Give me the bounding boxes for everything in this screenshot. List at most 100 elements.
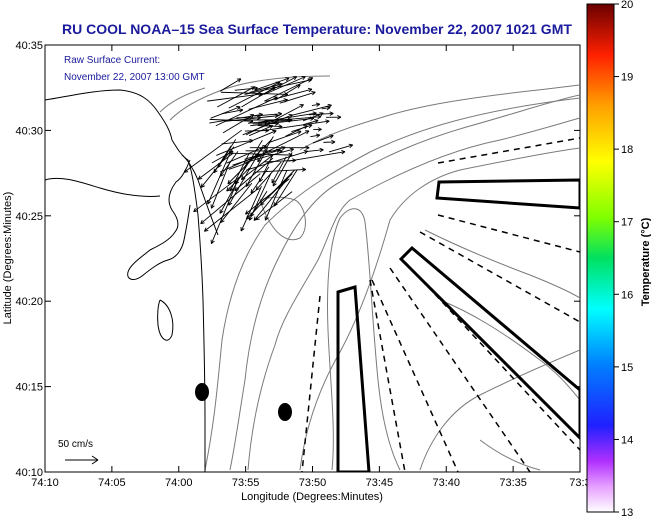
current-vector-head bbox=[211, 240, 215, 245]
current-vector-head bbox=[219, 172, 222, 177]
current-vector-head bbox=[197, 175, 201, 180]
colorbar bbox=[586, 3, 615, 513]
current-vector bbox=[197, 152, 234, 180]
current-vector-head bbox=[240, 228, 245, 232]
current-vector-head bbox=[283, 93, 288, 97]
current-vector-head bbox=[302, 169, 306, 172]
current-vector-head bbox=[219, 210, 224, 214]
current-vector bbox=[244, 79, 312, 95]
current-vector-head bbox=[326, 107, 331, 111]
colorbar-label: Temperature (°C) bbox=[640, 217, 651, 306]
current-vector-head bbox=[207, 201, 212, 205]
current-vector-head bbox=[285, 77, 290, 79]
current-vector bbox=[234, 157, 274, 191]
current-vector-head bbox=[310, 77, 314, 82]
current-vector-head bbox=[200, 219, 203, 224]
current-vector bbox=[220, 91, 288, 95]
current-vector-head bbox=[305, 147, 310, 150]
current-vector-head bbox=[234, 189, 239, 192]
current-vector-head bbox=[257, 159, 262, 163]
current-vector-head bbox=[311, 91, 316, 93]
current-vector bbox=[250, 117, 314, 127]
current-vector-head bbox=[277, 111, 282, 115]
current-vector-head bbox=[316, 134, 321, 138]
x-tick-label: 73:45 bbox=[366, 477, 394, 489]
colorbar-tick-label: 13 bbox=[621, 507, 633, 518]
current-vector-head bbox=[183, 168, 187, 173]
chart-title: RU COOL NOAA–15 Sea Surface Temperature:… bbox=[62, 21, 572, 37]
surface-current-vectors bbox=[183, 75, 354, 245]
current-vector bbox=[328, 144, 353, 153]
current-vector-head bbox=[308, 124, 313, 129]
y-axis-ticks: 40:35 40:30 40:25 40:20 40:15 40:10 bbox=[15, 40, 580, 479]
current-vector bbox=[211, 150, 234, 164]
current-vector bbox=[240, 185, 262, 232]
current-vector-head bbox=[200, 183, 203, 188]
current-vector-head bbox=[274, 123, 279, 126]
current-vector bbox=[217, 139, 237, 168]
current-vector bbox=[305, 149, 324, 153]
current-vector-head bbox=[238, 108, 243, 111]
current-vector-head bbox=[226, 189, 231, 192]
current-vector bbox=[248, 99, 288, 110]
current-vector-head bbox=[308, 88, 313, 93]
current-vector bbox=[254, 113, 282, 117]
current-vector-head bbox=[200, 222, 205, 225]
current-vector-head bbox=[258, 92, 263, 95]
current-vector bbox=[271, 156, 287, 184]
current-vector-head bbox=[329, 113, 334, 116]
current-vector bbox=[210, 106, 241, 119]
buoy-marker bbox=[278, 403, 292, 421]
current-vector bbox=[226, 145, 267, 164]
current-vector bbox=[245, 104, 304, 136]
current-vector-head bbox=[265, 217, 269, 221]
colorbar-tick-label: 20 bbox=[621, 0, 633, 11]
current-vector bbox=[245, 178, 290, 215]
current-vector bbox=[209, 118, 253, 122]
current-vector bbox=[260, 173, 293, 206]
current-vector-head bbox=[317, 128, 322, 132]
current-vector-head bbox=[254, 87, 258, 91]
current-vector-head bbox=[204, 230, 209, 232]
current-vector-head bbox=[250, 189, 252, 194]
current-vector bbox=[207, 93, 263, 102]
current-vector bbox=[228, 162, 249, 170]
y-tick-label: 40:10 bbox=[15, 467, 43, 479]
current-vector bbox=[200, 146, 235, 188]
colorbar-ticks: 20 19 18 17 16 15 14 13 bbox=[614, 0, 633, 518]
current-vector-head bbox=[297, 84, 301, 89]
current-vector-head bbox=[331, 141, 336, 145]
current-vector-head bbox=[278, 124, 283, 127]
current-vector bbox=[229, 152, 293, 156]
scale-arrow bbox=[65, 455, 99, 465]
x-tick-label: 73:55 bbox=[232, 477, 260, 489]
current-vector-head bbox=[249, 120, 254, 124]
current-vector-head bbox=[349, 144, 354, 148]
current-vector bbox=[241, 86, 276, 108]
current-vector-head bbox=[315, 133, 320, 136]
current-vector bbox=[219, 163, 248, 214]
colorbar-tick-label: 14 bbox=[621, 434, 633, 446]
current-vector-head bbox=[220, 174, 225, 177]
current-vector bbox=[227, 139, 273, 185]
current-vector-head bbox=[327, 103, 332, 106]
current-vector bbox=[211, 161, 231, 209]
current-vector-head bbox=[274, 113, 279, 117]
current-vector-head bbox=[260, 201, 263, 206]
current-vector-head bbox=[314, 119, 319, 124]
sampling-boxes bbox=[336, 178, 580, 472]
current-vector-head bbox=[193, 210, 198, 213]
current-vector bbox=[275, 84, 301, 100]
annotation-line-2: November 22, 2007 13:00 GMT bbox=[64, 72, 205, 83]
current-vector bbox=[264, 120, 330, 131]
current-vector bbox=[207, 149, 232, 205]
buoy-marker bbox=[195, 383, 209, 401]
current-vector-head bbox=[307, 87, 313, 90]
current-vector-head bbox=[258, 112, 263, 115]
current-vector-head bbox=[213, 170, 218, 174]
current-vector-head bbox=[184, 171, 189, 173]
current-vector bbox=[220, 182, 253, 223]
current-vector-head bbox=[273, 203, 278, 207]
current-vector-head bbox=[294, 76, 298, 81]
